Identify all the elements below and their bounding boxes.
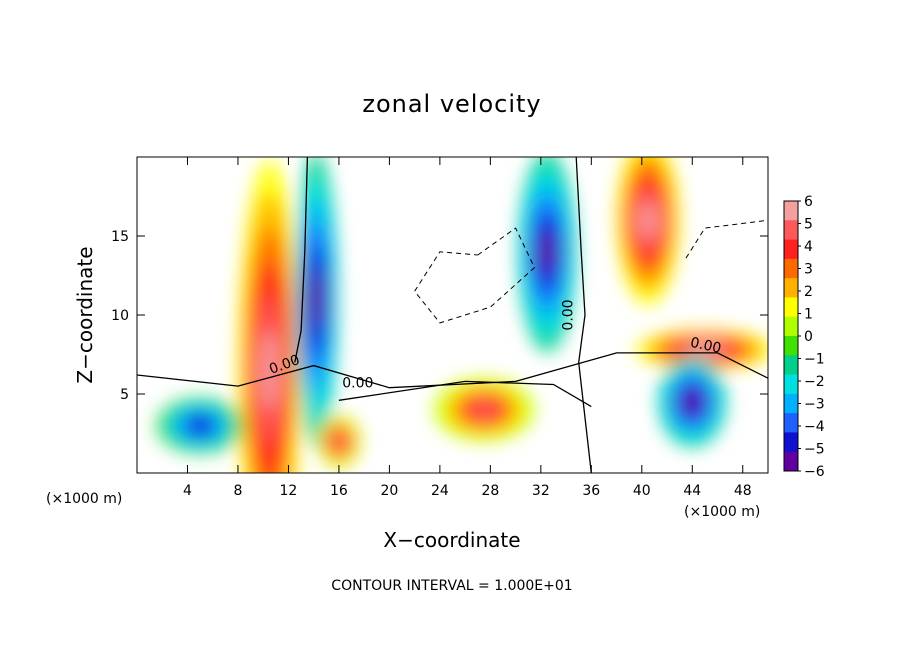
colorbar-segment <box>784 258 798 279</box>
colorbar-segment <box>784 220 798 241</box>
colorbar-segment <box>784 316 798 337</box>
y-axis-label: Z−coordinate <box>73 246 97 383</box>
field-feature <box>295 157 338 448</box>
field-feature <box>156 397 244 454</box>
colorbar-tick-label: 2 <box>804 284 813 300</box>
colorbar-segment <box>784 355 798 376</box>
colorbar-segment <box>784 297 798 318</box>
colorbar-tick-label: 0 <box>804 329 813 345</box>
colorbar-segment <box>784 393 798 414</box>
colorbar-segment <box>784 432 798 453</box>
colorbar-tick-label: −6 <box>804 464 825 480</box>
colorbar-segment <box>784 374 798 395</box>
x-tick-label: 20 <box>380 483 398 499</box>
colorbar-segment <box>784 239 798 260</box>
colorbar-segment <box>784 201 798 221</box>
x-tick-label: 16 <box>330 483 348 499</box>
y-tick-label: 5 <box>120 387 129 403</box>
contour-zero-line <box>294 157 309 363</box>
colorbar-tick-label: 1 <box>804 307 813 323</box>
colorbar-tick-label: −2 <box>804 374 825 390</box>
colorbar-tick-label: 5 <box>804 217 813 233</box>
y-tick-label: 10 <box>111 308 129 324</box>
contour-negative-line <box>685 219 768 259</box>
field-feature <box>616 157 680 306</box>
colorbar-segment <box>784 278 798 298</box>
x-axis-ticks: 4 8 12 16 20 24 28 32 36 40 44 48 <box>183 157 752 499</box>
x-tick-label: 8 <box>233 483 242 499</box>
contour-label: 0.00 <box>560 299 576 330</box>
contour-zero-line <box>575 157 592 473</box>
contour-label: 0.00 <box>689 335 723 357</box>
x-tick-label: 48 <box>734 483 752 499</box>
contour-zero-line <box>338 380 592 408</box>
contour-lines <box>137 157 768 473</box>
x-tick-label: 4 <box>183 483 192 499</box>
colorbar: 6 5 4 3 2 1 0 −1 −2 −3 −4 −5 −6 <box>783 194 825 480</box>
chart-title: zonal velocity <box>362 90 541 118</box>
y-unit-label: (×1000 m) <box>46 491 122 507</box>
x-axis-label: X−coordinate <box>383 528 520 552</box>
x-tick-label: 28 <box>481 483 499 499</box>
colorbar-tick-label: 4 <box>804 239 813 255</box>
contour-negative-line <box>413 227 536 324</box>
colorbar-tick-label: 6 <box>804 194 813 210</box>
contour-zero-line <box>137 352 768 389</box>
field-feature <box>518 157 576 353</box>
colorbar-tick-label: −1 <box>804 352 825 368</box>
x-unit-label: (×1000 m) <box>684 504 760 520</box>
colorbar-tick-label: −5 <box>804 442 825 458</box>
field-feature <box>317 414 361 468</box>
colorbar-tick-label: −3 <box>804 397 825 413</box>
y-tick-label: 15 <box>111 229 129 245</box>
colorbar-segment <box>784 336 798 356</box>
colorbar-segment <box>784 451 798 472</box>
x-tick-label: 36 <box>582 483 600 499</box>
contour-label: 0.00 <box>342 376 373 392</box>
x-tick-label: 32 <box>532 483 550 499</box>
field-feature <box>433 378 535 442</box>
field-feature <box>658 356 727 448</box>
colorbar-tick-label: −4 <box>804 419 825 435</box>
colorbar-tick-label: 3 <box>804 262 813 278</box>
x-tick-label: 24 <box>431 483 449 499</box>
x-tick-label: 40 <box>633 483 651 499</box>
x-tick-label: 44 <box>683 483 701 499</box>
contour-interval-note: CONTOUR INTERVAL = 1.000E+01 <box>331 578 572 594</box>
plot-area: 0.000.000.000.00 4 8 12 16 20 24 28 32 36 40 44 48 … <box>111 156 769 499</box>
y-axis-ticks: 5 10 15 <box>111 229 768 403</box>
colorbar-segment <box>784 413 798 433</box>
x-tick-label: 12 <box>280 483 298 499</box>
field-feature <box>238 158 301 473</box>
